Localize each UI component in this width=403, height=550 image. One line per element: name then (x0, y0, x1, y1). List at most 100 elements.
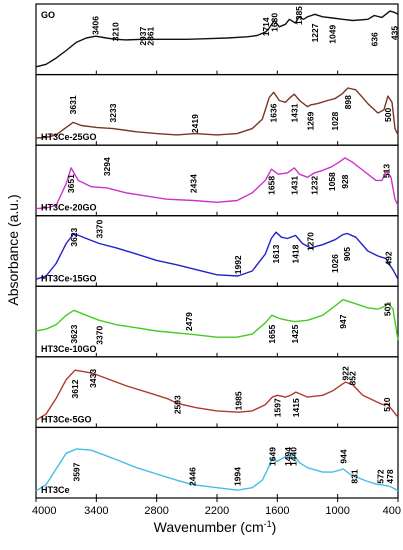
peak-label: 1636 (269, 103, 279, 122)
peak-label: 1992 (233, 255, 243, 274)
spectrum-line-ht3ce (35, 448, 399, 492)
panel-label: HT3Ce-25GO (41, 132, 97, 142)
peak-label: 1655 (267, 324, 277, 343)
peak-label: 947 (338, 314, 348, 328)
peak-label: 1058 (327, 172, 337, 191)
peak-label: 3623 (69, 324, 79, 343)
peak-label: 1026 (330, 254, 340, 273)
peak-label: 500 (383, 107, 393, 121)
peak-label: 636 (369, 32, 379, 46)
peak-label: 3612 (70, 379, 80, 398)
panel-ht3ce-25go: HT3Ce-25GO 3631 3233 2419 1636 1431 1269 102889… (35, 73, 399, 146)
peak-label: 492 (384, 251, 394, 265)
panel-ht3ce-20go: HT3Ce-20GO 3651 3294 2434 1658 1431 1232 1058 92… (35, 144, 399, 217)
peak-label: 898 (343, 95, 353, 109)
peak-label: 3433 (88, 369, 98, 388)
spectrum-line-ht3ce-10go (35, 299, 399, 341)
peak-label: 1613 (271, 244, 281, 263)
peak-label: 2861 (145, 26, 155, 45)
peak-label: 3623 (69, 227, 79, 246)
panel-frame (35, 3, 399, 76)
peak-label: 2593 (172, 395, 182, 414)
peak-label: 3370 (94, 326, 104, 345)
peak-label: 1227 (310, 23, 320, 42)
x-tick-label: 2200 (205, 505, 229, 517)
panel-label: HT3Ce (41, 485, 70, 495)
peak-label: 2434 (188, 174, 198, 193)
panel-ht3ce-15go: HT3Ce-15GO 3623 3370 1992 1613 1418 1270 102690… (35, 215, 399, 287)
peak-label: 1985 (234, 391, 244, 410)
peak-label: 3370 (94, 219, 104, 238)
peak-label: 1049 (328, 25, 338, 44)
x-axis-title-main: Wavenumber (cm (154, 519, 264, 535)
peak-label: 3233 (108, 103, 118, 122)
peak-label: 1385 (294, 6, 304, 25)
x-axis-title-superscript: -1 (264, 519, 272, 529)
x-tick-label: 4000 (32, 505, 56, 517)
peak-label: 1028 (330, 111, 340, 130)
peak-label: 2479 (184, 312, 194, 331)
peak-label: 1440 (288, 447, 298, 466)
peak-label: 922 (340, 366, 350, 380)
x-tick-label: 1600 (265, 505, 289, 517)
peak-label: 1269 (306, 111, 316, 130)
peak-label: 3210 (110, 22, 120, 41)
peak-label: 3597 (72, 462, 82, 481)
peak-label: 3294 (102, 157, 112, 176)
peak-label: 1270 (306, 232, 316, 251)
peak-label: 513 (382, 164, 392, 178)
peak-label: 1431 (289, 176, 299, 195)
peak-label: 1232 (309, 176, 319, 195)
peak-label: 3406 (91, 16, 101, 35)
spectrum-line-ht3ce-5go (35, 369, 399, 421)
peak-label: 1418 (291, 244, 301, 263)
peak-label: 3631 (68, 95, 78, 114)
panel-label: HT3Ce-10GO (41, 344, 97, 354)
peak-label: 852 (347, 371, 357, 385)
peak-label: 831 (350, 469, 360, 483)
peak-label: 928 (340, 174, 350, 188)
peak-label: 501 (383, 302, 393, 316)
x-axis-title: Wavenumber (cm-1) (154, 519, 277, 535)
spectrum-line-ht3ce-25go (35, 87, 399, 139)
peak-label: 905 (342, 247, 352, 261)
peak-label: 2419 (190, 114, 200, 133)
x-tick-label: 400 (383, 505, 401, 517)
peak-label: 1597 (273, 398, 283, 417)
spectrum-line-ht3ce-15go (35, 231, 399, 280)
panel-label: HT3Ce-5GO (41, 414, 92, 424)
peak-label: 1714 (261, 17, 271, 36)
x-axis-ticks: 4000 3400 2800 2200 1600 1000 400 (32, 498, 401, 517)
panel-label: GO (41, 10, 55, 20)
peak-label: 1431 (289, 103, 299, 122)
peak-label: 1658 (267, 176, 277, 195)
panel-label: HT3Ce-20GO (41, 203, 97, 213)
peak-label: 3651 (66, 174, 76, 193)
peak-label: 2937 (138, 26, 148, 45)
x-tick-label: 3400 (84, 505, 108, 517)
peak-label: 478 (385, 469, 395, 483)
peak-label: 1415 (291, 398, 301, 417)
x-tick-label: 2800 (144, 505, 168, 517)
spectrum-line-ht3ce-20go (35, 157, 399, 210)
x-axis-title-close: ) (272, 519, 277, 535)
y-axis-title: Absorbance (a.u.) (5, 194, 21, 305)
peak-label: 1630 (269, 13, 279, 32)
spectrum-line-go (35, 10, 399, 68)
peak-label: 944 (338, 449, 348, 463)
peak-label: 2446 (187, 467, 197, 486)
peak-label: 1494 (283, 447, 293, 466)
peak-label: 1649 (267, 447, 277, 466)
peak-label: 1425 (290, 324, 300, 343)
panel-label: HT3Ce-15GO (41, 273, 97, 283)
peak-label: 435 (390, 26, 400, 40)
peak-label: 1994 (233, 467, 243, 486)
peak-label: 572 (376, 469, 386, 483)
x-tick-label: 1000 (325, 505, 349, 517)
